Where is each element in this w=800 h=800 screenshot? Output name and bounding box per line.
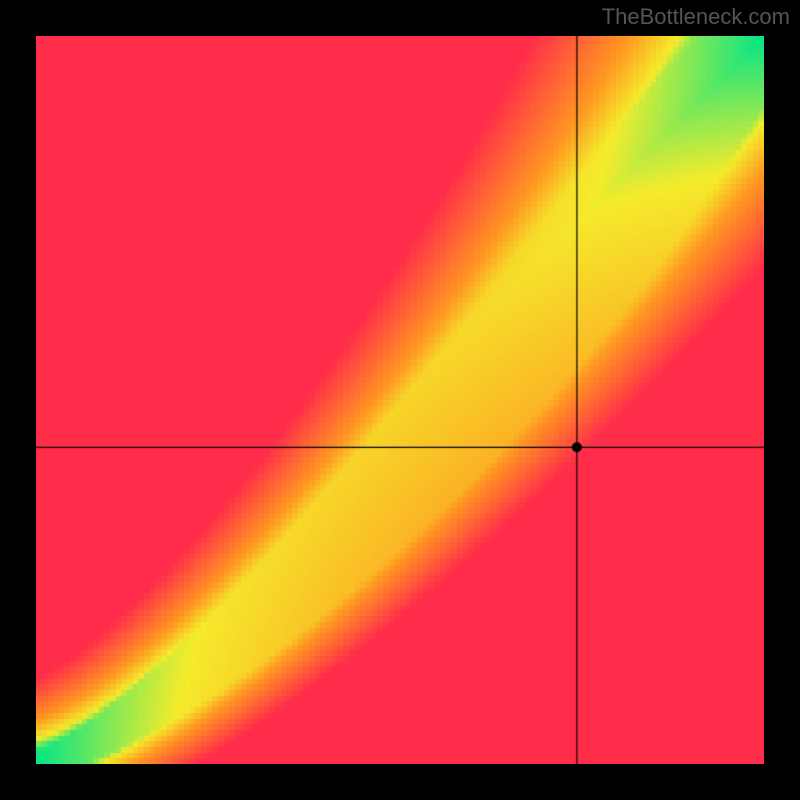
heatmap-plot [36,36,764,764]
heatmap-canvas [36,36,764,764]
chart-container: TheBottleneck.com [0,0,800,800]
watermark-text: TheBottleneck.com [602,4,790,30]
